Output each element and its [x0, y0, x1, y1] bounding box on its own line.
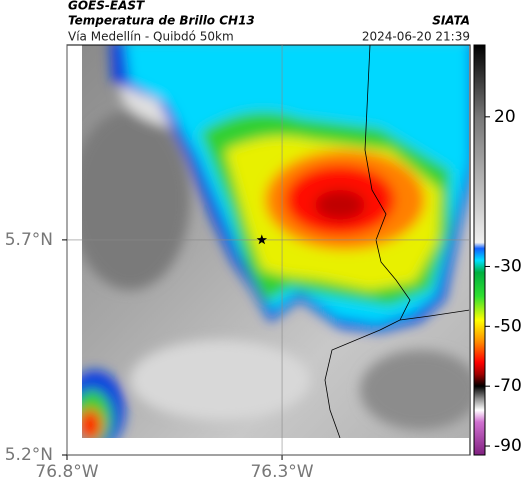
x-tick-label: 76.8°W — [35, 462, 98, 482]
y-tick-label: 5.2°N — [5, 445, 53, 465]
satellite-image — [82, 45, 469, 438]
colorbar-tick-label: -90 — [494, 436, 522, 456]
x-tick-label: 76.3°W — [250, 462, 313, 482]
source: GOES-EAST — [68, 0, 145, 13]
colorbar-tick-label: -70 — [494, 376, 522, 396]
subtitle: Vía Medellín - Quibdó 50km — [68, 30, 234, 44]
y-tick-label: 5.7°N — [5, 230, 53, 250]
location-marker — [256, 234, 268, 245]
timestamp: 2024-06-20 21:39 — [362, 30, 470, 44]
title: Temperatura de Brillo CH13 — [68, 14, 255, 28]
colorbar-tick-label: 20 — [494, 107, 516, 127]
credit: SIATA — [432, 14, 470, 28]
colorbar-tick-label: -30 — [494, 256, 522, 276]
colorbar — [473, 44, 486, 456]
colorbar-tick-label: -50 — [494, 316, 522, 336]
